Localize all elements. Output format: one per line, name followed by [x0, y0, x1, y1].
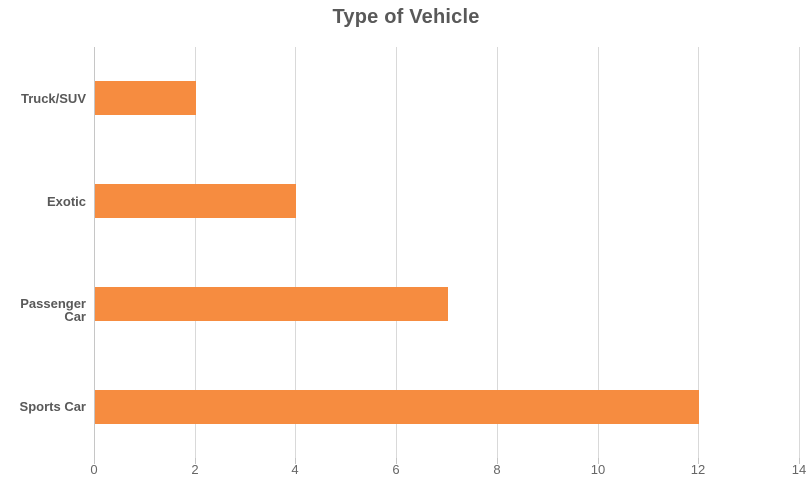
bar-passenger-car — [95, 287, 448, 321]
plot-area — [94, 47, 800, 464]
gridline — [598, 47, 599, 458]
x-axis-tick-label: 6 — [392, 462, 400, 477]
x-axis-tick-label: 10 — [590, 462, 606, 477]
bar-truck-suv — [95, 81, 196, 115]
x-axis-tick-mark — [195, 458, 196, 464]
category-axis-label: Passenger Car — [20, 296, 86, 324]
x-axis-tick-label: 0 — [90, 462, 98, 477]
chart-title: Type of Vehicle — [332, 6, 480, 28]
x-axis-tick-label: 14 — [791, 462, 807, 477]
bar-exotic — [95, 184, 296, 218]
bar-sports-car — [95, 390, 699, 424]
x-axis-tick-mark — [94, 458, 95, 464]
x-axis-tick-mark — [698, 458, 699, 464]
x-axis-tick-label: 2 — [191, 462, 199, 477]
gridline — [497, 47, 498, 458]
x-axis-tick-label: 12 — [690, 462, 706, 477]
x-axis-tick-mark — [295, 458, 296, 464]
value-axis-line — [94, 47, 95, 458]
x-axis-tick-mark — [396, 458, 397, 464]
gridline — [799, 47, 800, 458]
x-axis-tick-label: 4 — [291, 462, 299, 477]
x-axis-tick-mark — [497, 458, 498, 464]
gridline — [195, 47, 196, 458]
x-axis-tick-label: 8 — [493, 462, 501, 477]
category-axis-label: Sports Car — [19, 399, 86, 414]
gridline — [396, 47, 397, 458]
x-axis-tick-mark — [598, 458, 599, 464]
x-axis-tick-mark — [799, 458, 800, 464]
category-axis-label: Exotic — [46, 194, 86, 209]
gridline — [295, 47, 296, 458]
category-axis-label: Truck/SUV — [20, 91, 86, 106]
gridline — [698, 47, 699, 458]
